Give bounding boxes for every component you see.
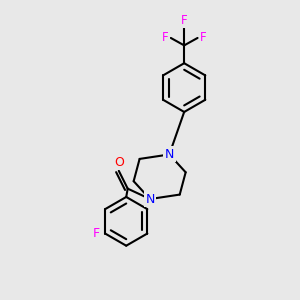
Text: F: F xyxy=(181,14,188,27)
Text: O: O xyxy=(114,156,124,169)
Text: F: F xyxy=(93,227,100,240)
Text: F: F xyxy=(200,32,207,44)
Text: F: F xyxy=(161,32,168,44)
Text: N: N xyxy=(145,193,155,206)
Text: N: N xyxy=(165,148,174,161)
